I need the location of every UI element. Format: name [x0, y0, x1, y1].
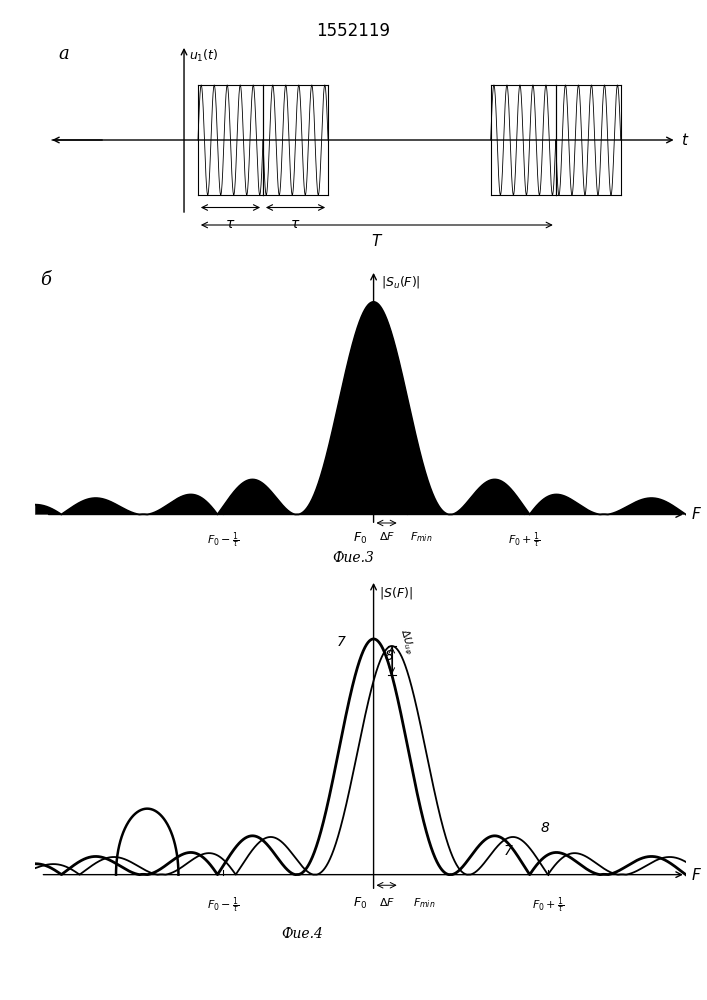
Text: $F_0+\frac{1}{\tau}$: $F_0+\frac{1}{\tau}$	[532, 896, 564, 916]
Text: $F$: $F$	[691, 867, 702, 883]
Text: $T$: $T$	[370, 232, 383, 248]
Text: 7: 7	[503, 844, 513, 858]
Text: $\tau$: $\tau$	[291, 217, 300, 231]
Text: $|S_u(F)|$: $|S_u(F)|$	[381, 274, 421, 290]
Text: $u_1(t)$: $u_1(t)$	[189, 47, 218, 64]
Text: $F_0$: $F_0$	[354, 896, 368, 911]
Text: $F_{min}$: $F_{min}$	[410, 530, 433, 544]
Text: $F_0$: $F_0$	[354, 530, 368, 546]
Text: $|S(F)|$: $|S(F)|$	[379, 585, 412, 601]
Text: 8: 8	[385, 649, 394, 663]
Text: $F_{min}$: $F_{min}$	[413, 896, 435, 910]
Text: $F_0+\frac{1}{\tau}$: $F_0+\frac{1}{\tau}$	[508, 530, 541, 551]
Text: $\Delta U_{u\varphi}$: $\Delta U_{u\varphi}$	[396, 627, 416, 656]
Text: $F$: $F$	[691, 506, 702, 522]
Text: 8: 8	[540, 821, 549, 835]
Text: $F_0-\frac{1}{\tau}$: $F_0-\frac{1}{\tau}$	[206, 896, 239, 916]
Text: $\tau$: $\tau$	[226, 217, 235, 231]
Text: 1552119: 1552119	[317, 22, 390, 40]
Text: б: б	[40, 271, 52, 289]
Text: Фие.4: Фие.4	[281, 926, 323, 940]
Text: $t$: $t$	[681, 132, 689, 148]
Text: a: a	[59, 45, 69, 63]
Text: Фие.3: Фие.3	[332, 551, 375, 565]
Text: $F_0-\frac{1}{\tau}$: $F_0-\frac{1}{\tau}$	[206, 530, 239, 551]
Text: 7: 7	[337, 635, 346, 649]
Text: $\Delta F$: $\Delta F$	[378, 530, 395, 542]
Text: $\Delta F$: $\Delta F$	[378, 896, 395, 908]
